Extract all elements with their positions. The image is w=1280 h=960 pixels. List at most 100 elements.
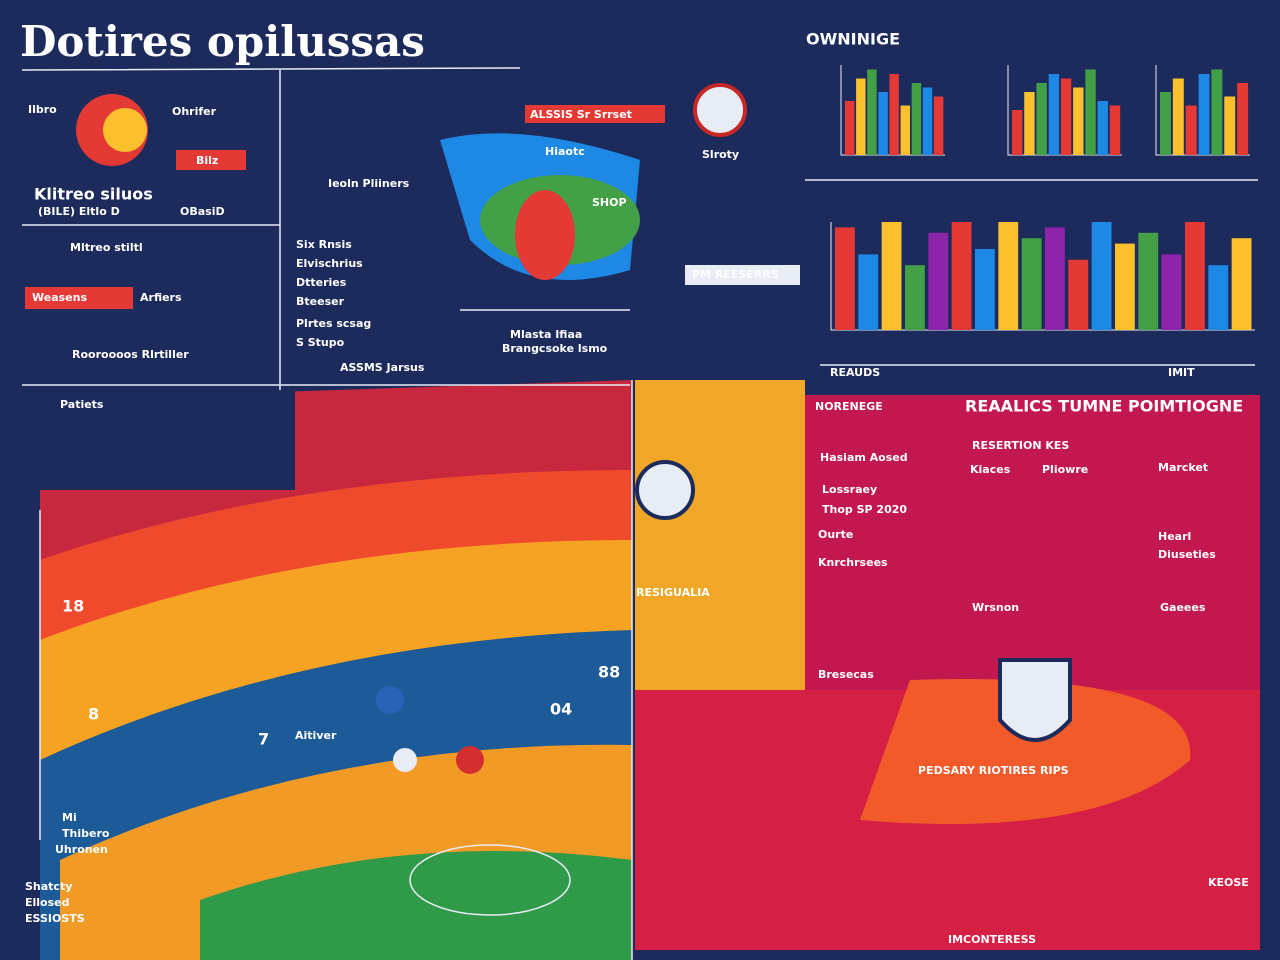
label: ESSIOSTS	[25, 912, 85, 925]
label: Dtteries	[296, 276, 347, 289]
label: Arfiers	[140, 291, 182, 304]
label: Wrsnon	[972, 601, 1019, 614]
bar	[1012, 110, 1023, 155]
bar	[1036, 83, 1047, 155]
bar-panels	[830, 65, 1255, 331]
label: Bilz	[196, 154, 218, 167]
label: Pliowre	[1042, 463, 1088, 476]
logo	[693, 83, 747, 137]
label: Hearl	[1158, 530, 1191, 543]
label: Hiaotc	[545, 145, 585, 158]
label: Gaeees	[1160, 601, 1206, 614]
bar	[845, 101, 855, 155]
bar	[1138, 232, 1159, 330]
court-arc	[860, 679, 1191, 824]
label: Diuseties	[1158, 548, 1216, 561]
bar	[1115, 243, 1135, 330]
label: Patiets	[60, 398, 104, 411]
label: Thibero	[62, 827, 110, 840]
score: 04	[550, 700, 572, 719]
label: KEOSE	[1208, 876, 1249, 889]
label: NORENEGE	[815, 400, 883, 413]
bar	[1073, 87, 1084, 155]
score: 8	[88, 705, 99, 724]
bar	[1172, 78, 1184, 155]
label: PM REESERRS	[692, 268, 779, 281]
pie-shape	[515, 190, 575, 280]
bar	[905, 265, 925, 330]
bar	[998, 222, 1019, 330]
bar	[1185, 222, 1205, 330]
bar	[867, 69, 877, 155]
bar	[856, 78, 866, 155]
bar	[1224, 96, 1236, 155]
ball	[103, 108, 147, 152]
label: Elvischrius	[296, 257, 363, 270]
label: PEDSARY RIOTIRES RIPS	[918, 764, 1069, 777]
bar	[858, 254, 879, 330]
center-panel	[635, 380, 805, 690]
bar	[1231, 238, 1252, 330]
label: REAUDS	[830, 366, 880, 379]
bar	[1048, 74, 1060, 155]
label: Marcket	[1158, 461, 1208, 474]
bar	[1097, 101, 1108, 155]
bar	[1045, 227, 1065, 330]
right-panel	[805, 395, 1260, 690]
label: S Stupo	[296, 336, 345, 349]
bar	[1091, 222, 1112, 330]
bar	[1208, 265, 1229, 330]
bar	[911, 83, 922, 155]
label: Hasiam Aosed	[820, 451, 908, 464]
bar	[922, 87, 933, 155]
label: Mi	[62, 811, 77, 824]
bar	[835, 227, 855, 330]
label: Lossraey	[822, 483, 877, 496]
label: ASSMS Jarsus	[340, 361, 425, 374]
label: Thop SP 2020	[822, 503, 907, 516]
label: Rooroooos Rlrtiller	[72, 348, 189, 361]
bar	[1198, 74, 1210, 155]
label: Ilbro	[28, 103, 57, 116]
axis	[840, 65, 945, 156]
label: Kiaces	[970, 463, 1011, 476]
label: Ellosed	[25, 896, 70, 909]
label: RESERTION KES	[972, 439, 1069, 452]
bar	[1109, 105, 1121, 155]
label: OBasiD	[180, 205, 225, 218]
bar	[1161, 254, 1182, 330]
bar	[900, 105, 910, 155]
label: Brangcsoke lsmo	[502, 342, 608, 355]
label: ALSSIS Sr Srrset	[530, 108, 632, 121]
axis	[1007, 65, 1122, 156]
divider	[21, 67, 1258, 960]
label: Mlasta Ifiaa	[510, 328, 582, 341]
score: 7	[258, 730, 269, 749]
label: IMCONTERESS	[948, 933, 1036, 946]
crest	[635, 460, 695, 520]
bar	[1085, 69, 1096, 155]
court	[40, 380, 632, 960]
tag	[176, 150, 246, 170]
bar	[928, 232, 949, 330]
tag	[685, 265, 800, 285]
label: (BILE) Eltlo D	[38, 205, 120, 218]
bar	[889, 74, 899, 155]
label: Uhronen	[55, 843, 108, 856]
bar	[1211, 69, 1223, 155]
right-title: OWNINIGE	[806, 30, 900, 49]
label: Slroty	[702, 148, 739, 161]
label: Ohrifer	[172, 105, 217, 118]
label: Plrtes scsag	[296, 317, 371, 330]
bar	[1024, 92, 1035, 155]
legend-box	[40, 390, 295, 490]
label: Shatcty	[25, 880, 72, 893]
crest	[998, 658, 1072, 742]
bar	[1237, 83, 1249, 155]
score: 18	[62, 597, 84, 616]
label: Weasens	[32, 291, 87, 304]
score: 88	[598, 663, 620, 682]
bar	[933, 96, 944, 155]
title: Dotires opilussas	[20, 17, 425, 66]
